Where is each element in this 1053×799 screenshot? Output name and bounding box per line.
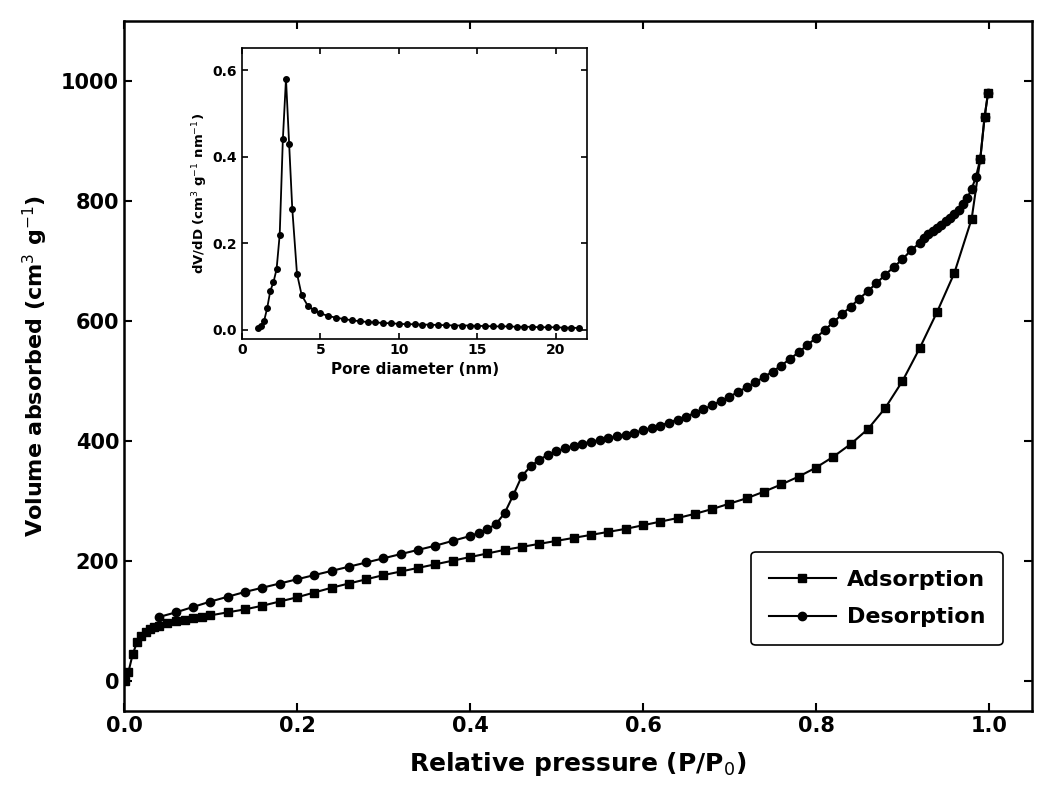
Desorption <box>680 411 693 421</box>
Line: Adsorption: Adsorption <box>121 89 992 686</box>
Adsorption <box>186 614 199 623</box>
Desorption <box>888 262 900 272</box>
Desorption <box>922 229 935 239</box>
Desorption <box>836 310 849 320</box>
Desorption <box>429 541 441 551</box>
Legend: Adsorption, Desorption: Adsorption, Desorption <box>751 552 1002 645</box>
Adsorption <box>602 527 615 537</box>
Adsorption <box>879 403 892 413</box>
Adsorption <box>139 627 152 637</box>
Adsorption <box>978 112 991 121</box>
X-axis label: Relative pressure (P/P$_0$): Relative pressure (P/P$_0$) <box>410 750 747 778</box>
Adsorption <box>239 605 252 614</box>
Line: Desorption: Desorption <box>155 89 992 622</box>
Desorption <box>153 612 165 622</box>
Y-axis label: Volume absorbed (cm$^3$ g$^{-1}$): Volume absorbed (cm$^3$ g$^{-1}$) <box>21 195 51 537</box>
Desorption <box>740 383 753 392</box>
Adsorption <box>981 88 994 97</box>
Desorption <box>981 88 994 97</box>
Adsorption <box>119 677 132 686</box>
